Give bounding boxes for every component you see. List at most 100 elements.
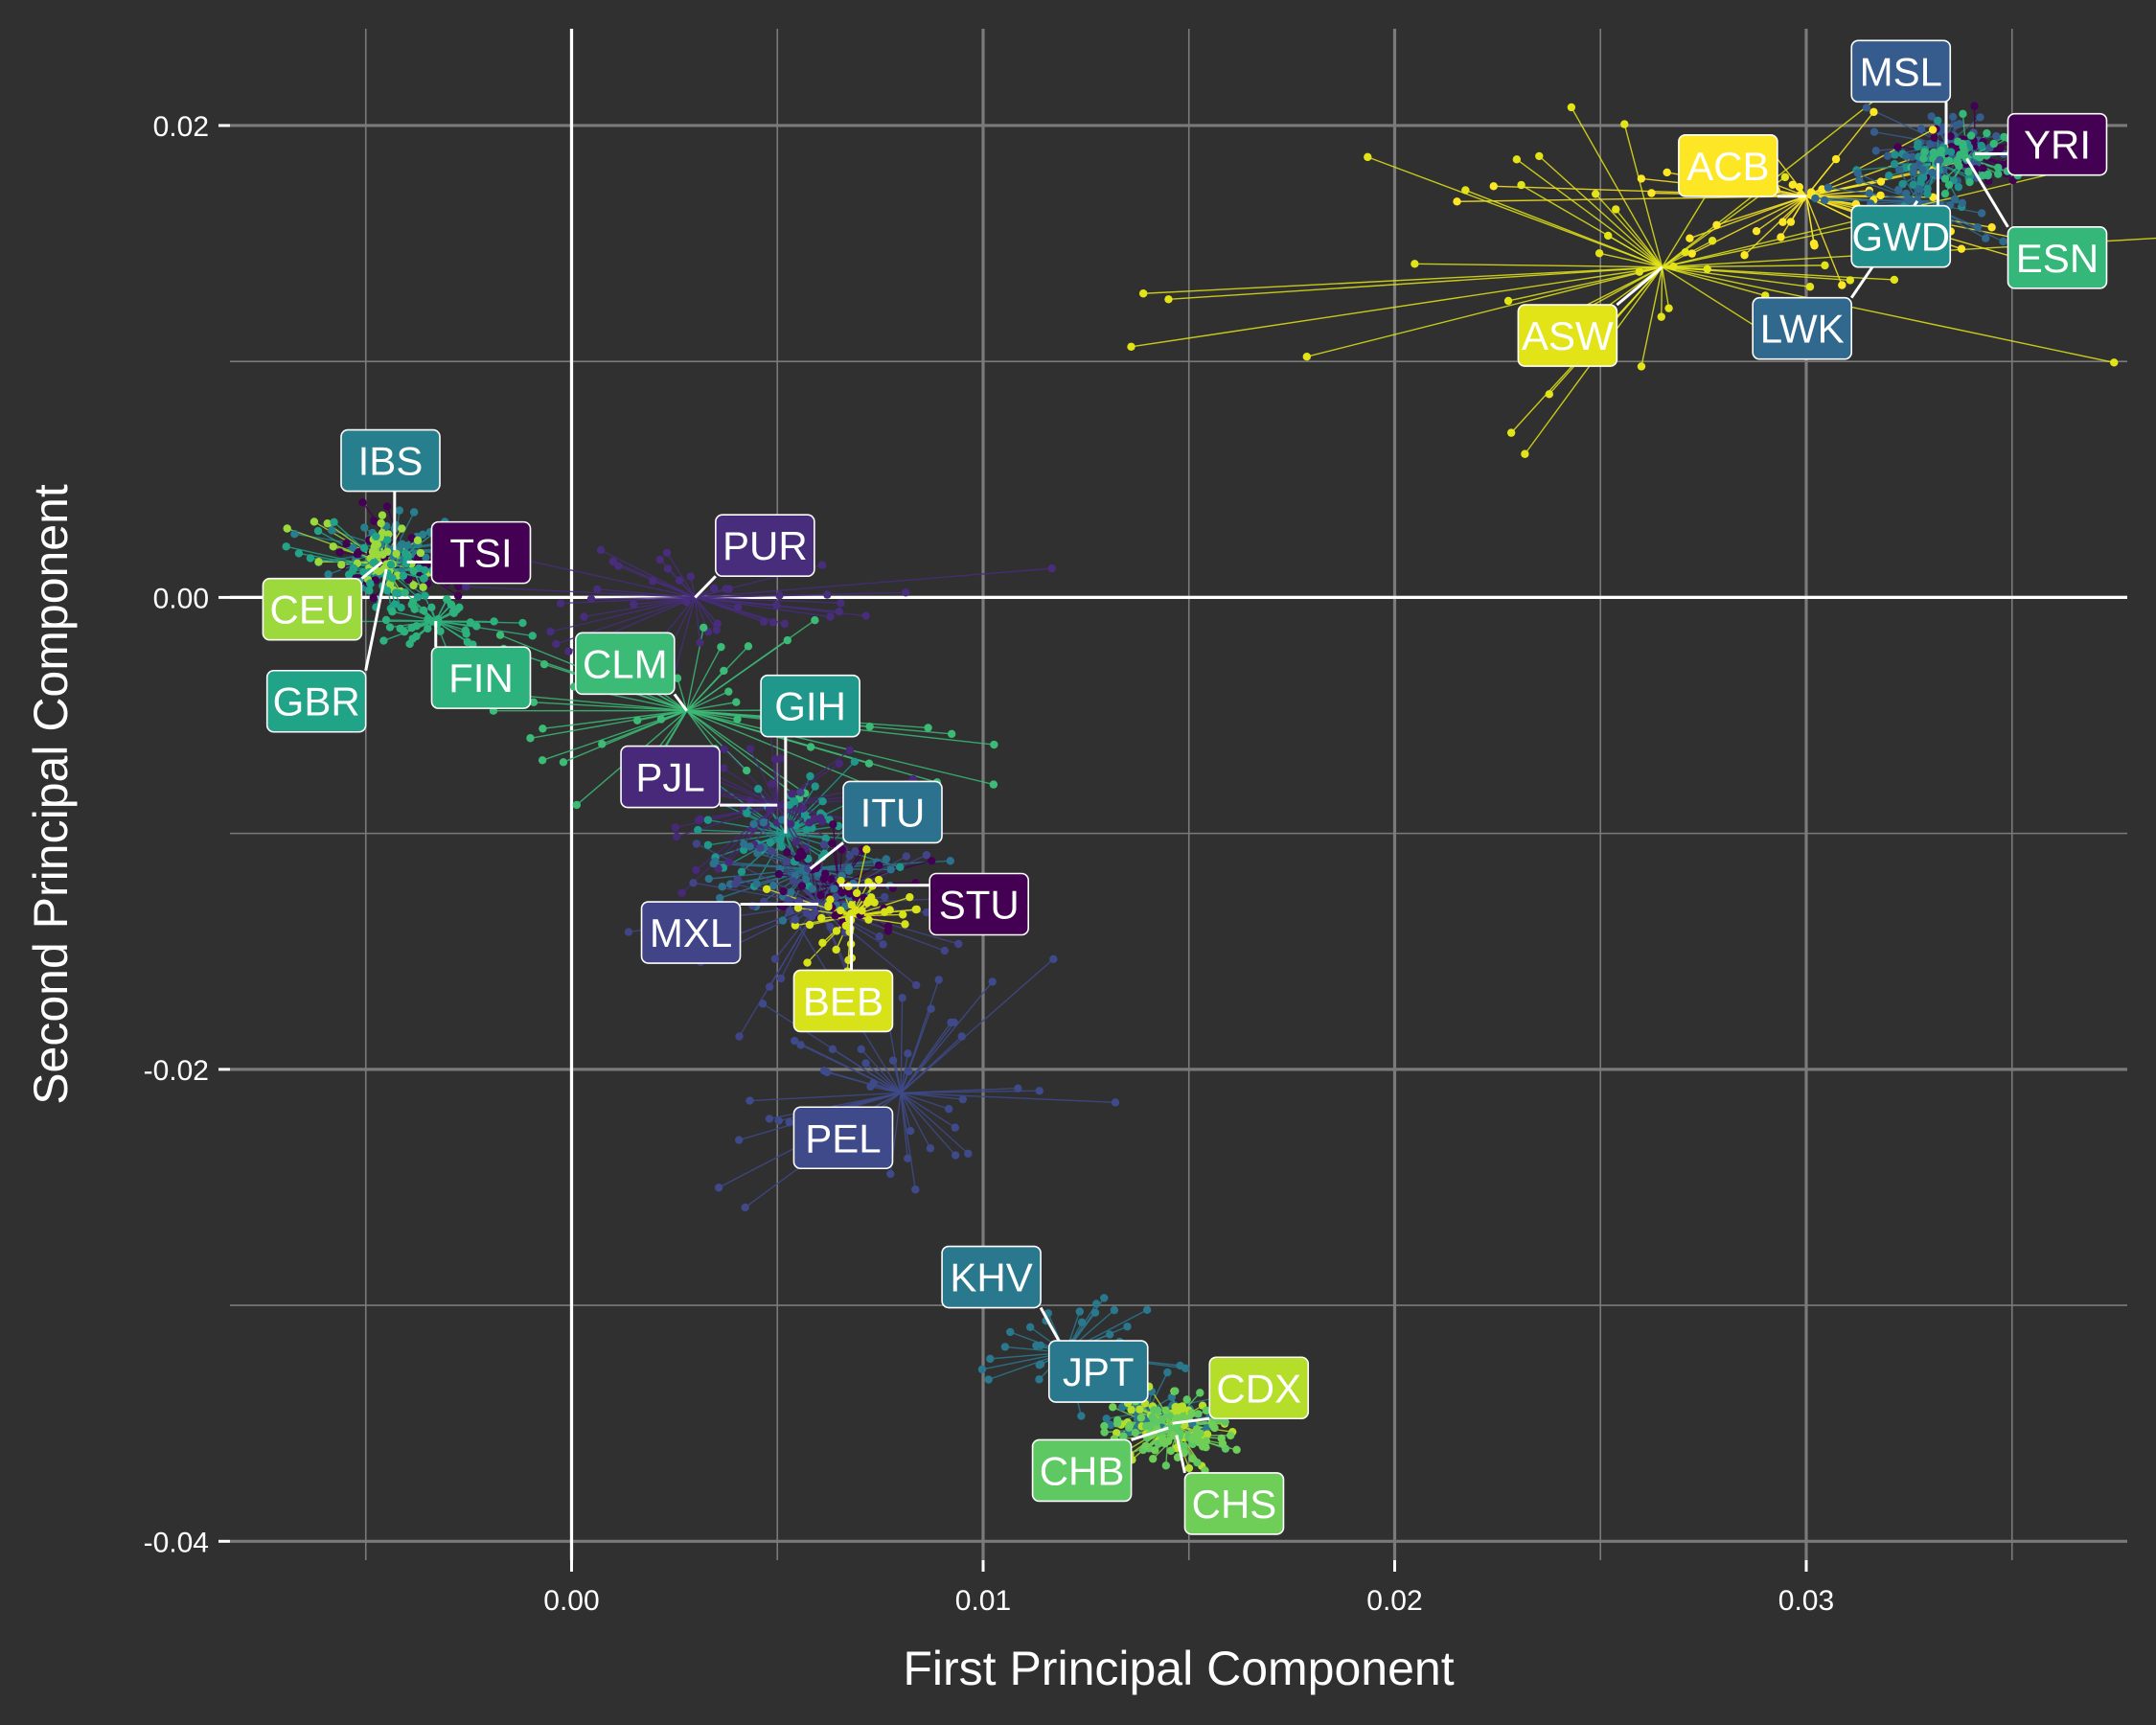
point-asw xyxy=(1594,249,1604,258)
point-yri xyxy=(1946,131,1955,141)
point-mxl xyxy=(789,877,798,886)
point-asw xyxy=(1612,205,1620,214)
point-fin xyxy=(412,621,421,631)
point-asw xyxy=(1411,260,1419,268)
point-pjl xyxy=(768,779,776,789)
point-clm xyxy=(700,623,708,632)
leader-clm xyxy=(673,693,688,712)
point-chs xyxy=(1196,1429,1204,1438)
point-tsi xyxy=(453,591,463,600)
point-itu xyxy=(740,840,748,848)
point-asw xyxy=(1138,289,1148,298)
point-pel xyxy=(819,1067,829,1075)
point-esn xyxy=(1959,109,1967,119)
segment-gih xyxy=(707,832,786,846)
point-esn xyxy=(1953,156,1961,165)
point-stu xyxy=(783,848,791,857)
point-ceu xyxy=(392,549,401,558)
point-clm xyxy=(742,766,751,775)
segment-pjl xyxy=(676,804,778,838)
label-text: CEU xyxy=(270,587,356,632)
point-jpt xyxy=(1163,1368,1172,1377)
point-stu xyxy=(928,856,936,865)
segment-asw xyxy=(1662,186,1712,268)
point-chs xyxy=(1141,1441,1150,1450)
point-jpt xyxy=(1102,1414,1111,1423)
point-chs xyxy=(1218,1439,1227,1448)
segment-pur xyxy=(694,597,718,631)
point-esn xyxy=(1983,128,1991,138)
segment-lwk xyxy=(1916,198,1956,202)
point-gih xyxy=(703,840,713,849)
point-beb xyxy=(837,876,845,886)
point-itu xyxy=(844,866,854,876)
x-tick-label: 0.00 xyxy=(543,1585,599,1617)
point-chb xyxy=(1131,1428,1140,1438)
segment-pjl xyxy=(749,748,778,806)
point-msl xyxy=(1992,131,2001,141)
point-asw xyxy=(1703,264,1711,273)
point-mxl xyxy=(776,974,786,983)
segment-pur xyxy=(666,552,696,598)
point-pel xyxy=(734,1136,744,1144)
point-ceu xyxy=(398,524,406,533)
point-mxl xyxy=(940,946,949,955)
segment-asw xyxy=(1662,266,2115,364)
point-gbr xyxy=(294,549,304,558)
point-gbr xyxy=(388,573,397,583)
x-tick-label: 0.03 xyxy=(1778,1585,1834,1617)
point-acb xyxy=(1869,107,1878,117)
point-asw xyxy=(1535,151,1544,161)
point-tsi xyxy=(382,502,392,511)
point-clm xyxy=(598,740,607,748)
x-tick-label: 0.02 xyxy=(1366,1585,1422,1617)
point-asw xyxy=(1805,283,1815,291)
point-esn xyxy=(1989,139,1998,149)
point-asw xyxy=(1890,275,1899,285)
point-clm xyxy=(632,716,642,724)
point-lwk xyxy=(1950,195,1960,204)
point-itu xyxy=(716,893,724,903)
point-mxl xyxy=(922,908,931,917)
point-gih xyxy=(703,816,713,824)
point-mxl xyxy=(767,846,776,856)
segment-pur xyxy=(695,596,831,618)
segment-asw xyxy=(1662,265,1811,288)
point-chb xyxy=(1202,1406,1211,1415)
point-pel xyxy=(796,1041,805,1049)
point-beb xyxy=(864,915,873,924)
label-lwk: LWK xyxy=(1752,296,1852,360)
point-gbr xyxy=(383,536,392,544)
point-pjl xyxy=(724,858,733,866)
segment-asw xyxy=(1143,265,1663,294)
label-acb: ACB xyxy=(1678,134,1778,197)
point-pel xyxy=(898,994,906,1002)
point-esn xyxy=(1945,156,1954,166)
point-gbr xyxy=(394,588,403,598)
segment-asw xyxy=(1598,252,1663,268)
point-pur xyxy=(696,638,704,647)
point-pel xyxy=(1014,1084,1022,1092)
point-gwd xyxy=(1914,139,1922,148)
segment-pel xyxy=(901,1092,1116,1104)
point-lwk xyxy=(1823,183,1833,192)
point-asw xyxy=(1461,186,1470,195)
segment-pur xyxy=(695,567,1052,599)
label-box xyxy=(575,632,676,696)
point-acb xyxy=(1687,249,1696,258)
point-pjl xyxy=(791,838,800,846)
label-text: ACB xyxy=(1686,144,1769,189)
point-itu xyxy=(787,887,795,897)
y-tick-label: 0.00 xyxy=(153,583,209,614)
label-yri: YRI xyxy=(2007,112,2108,176)
point-mxl xyxy=(784,896,793,905)
point-itu xyxy=(882,855,891,863)
point-pur xyxy=(663,564,673,573)
leader-esn xyxy=(1965,157,2009,228)
label-text: PEL xyxy=(805,1116,881,1161)
y-tick-label: 0.02 xyxy=(153,111,209,143)
segment-lwk xyxy=(1916,200,1951,206)
point-pur xyxy=(902,588,910,597)
point-pur xyxy=(733,603,743,611)
point-chb xyxy=(1180,1441,1189,1451)
